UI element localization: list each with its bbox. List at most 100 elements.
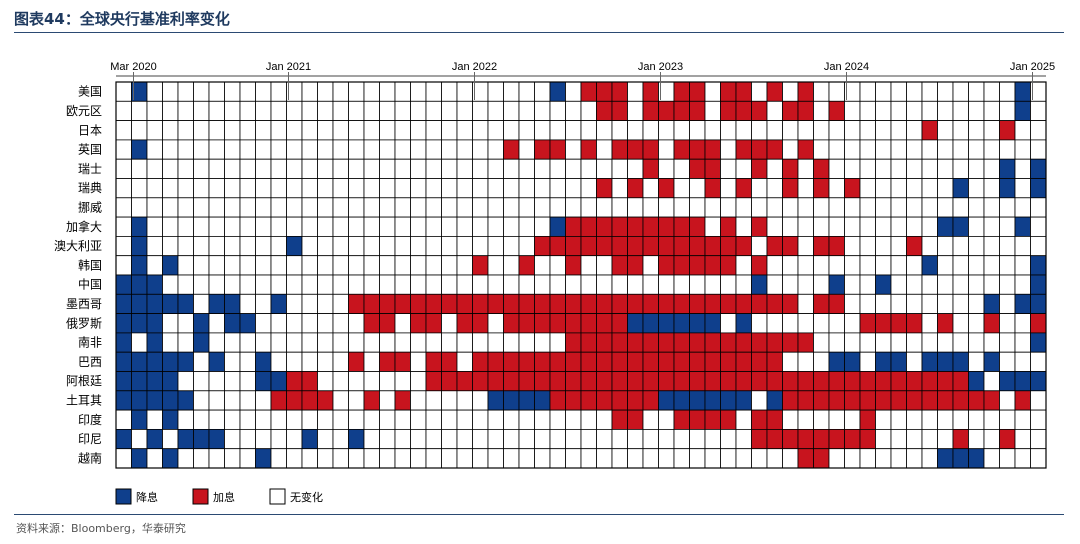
heatmap-cell [410, 448, 427, 469]
heatmap-cell [503, 293, 520, 314]
heatmap-cell [208, 390, 225, 411]
heatmap-cell [162, 216, 179, 237]
heatmap-cell [472, 409, 489, 430]
heatmap-cell [968, 120, 985, 141]
heatmap-cell [673, 409, 690, 430]
heatmap-cell [565, 216, 582, 237]
heatmap-cell [565, 332, 582, 353]
heatmap-cell [611, 100, 628, 122]
heatmap-cell [952, 313, 969, 334]
heatmap-cell [115, 371, 132, 392]
heatmap-cell [797, 448, 814, 469]
heatmap-cell [425, 81, 442, 102]
heatmap-cell [549, 81, 566, 102]
heatmap-cell [239, 100, 256, 122]
legend-swatch [115, 488, 132, 505]
heatmap-cell [286, 313, 303, 334]
heatmap-cell [658, 216, 675, 237]
heatmap-cell [332, 197, 349, 218]
heatmap-cell [983, 139, 1000, 160]
heatmap-cell [441, 448, 458, 469]
heatmap-cell [921, 390, 938, 411]
heatmap-cell [270, 448, 287, 469]
heatmap-cell [952, 178, 969, 199]
heatmap-cell [224, 409, 241, 430]
heatmap-cell [735, 197, 752, 218]
heatmap-cell [937, 81, 954, 102]
heatmap-cell [456, 216, 473, 237]
heatmap-cell [317, 255, 334, 276]
heatmap-cell [286, 390, 303, 411]
heatmap-cell [766, 197, 783, 218]
heatmap-cell [394, 100, 411, 122]
heatmap-cell [456, 313, 473, 334]
heatmap-cell [952, 332, 969, 353]
heatmap-cell [580, 255, 597, 276]
heatmap-cell [456, 293, 473, 314]
heatmap-cell [983, 255, 1000, 276]
heatmap-cell [487, 390, 504, 411]
heatmap-cell [487, 255, 504, 276]
heatmap-cell [952, 293, 969, 314]
heatmap-cell [146, 332, 163, 353]
heatmap-cell [224, 120, 241, 141]
heatmap-cell [379, 197, 396, 218]
heatmap-cell [348, 178, 365, 199]
heatmap-cell [317, 332, 334, 353]
heatmap-cell [813, 371, 830, 392]
heatmap-cell [410, 120, 427, 141]
heatmap-cell [115, 274, 132, 295]
heatmap-cell [379, 255, 396, 276]
heatmap-cell [115, 120, 132, 141]
heatmap-cell [968, 139, 985, 160]
heatmap-cell [859, 332, 876, 353]
heatmap-cell [425, 313, 442, 334]
heatmap-cell [999, 158, 1016, 179]
heatmap-cell [518, 158, 535, 179]
heatmap-cell [890, 100, 907, 122]
heatmap-cell [999, 81, 1016, 102]
heatmap-cell [177, 255, 194, 276]
heatmap-cell [224, 313, 241, 334]
heatmap-cell [239, 274, 256, 295]
heatmap-cell [921, 428, 938, 450]
heatmap-cell [580, 351, 597, 372]
heatmap-cell [332, 274, 349, 295]
heatmap-cell [1014, 409, 1031, 430]
heatmap-cell [782, 235, 799, 257]
heatmap-cell [286, 120, 303, 141]
heatmap-cell [704, 409, 721, 430]
heatmap-cell [472, 351, 489, 372]
heatmap-cell [1030, 371, 1047, 392]
heatmap-cell [208, 409, 225, 430]
heatmap-cell [162, 371, 179, 392]
heatmap-cell [394, 390, 411, 411]
heatmap-cell [487, 448, 504, 469]
heatmap-cell [813, 235, 830, 257]
heatmap-cell [1030, 139, 1047, 160]
heatmap-cell [952, 351, 969, 372]
heatmap-cell [627, 332, 644, 353]
heatmap-cell [146, 235, 163, 257]
heatmap-cell [503, 100, 520, 122]
heatmap-cell [766, 351, 783, 372]
footer-divider [14, 514, 1064, 515]
heatmap-cell [906, 81, 923, 102]
heatmap-cell [999, 235, 1016, 257]
heatmap-cell [921, 274, 938, 295]
heatmap-cell [828, 390, 845, 411]
heatmap-cell [379, 81, 396, 102]
heatmap-cell [348, 332, 365, 353]
heatmap-cell [766, 409, 783, 430]
heatmap-cell [332, 216, 349, 237]
heatmap-cell [177, 120, 194, 141]
heatmap-cell [518, 371, 535, 392]
heatmap-cell [828, 178, 845, 199]
heatmap-cell [735, 332, 752, 353]
heatmap-cell [580, 158, 597, 179]
heatmap-cell [410, 428, 427, 450]
heatmap-cell [441, 235, 458, 257]
heatmap-cell [410, 235, 427, 257]
heatmap-cell [363, 120, 380, 141]
heatmap-cell [270, 158, 287, 179]
